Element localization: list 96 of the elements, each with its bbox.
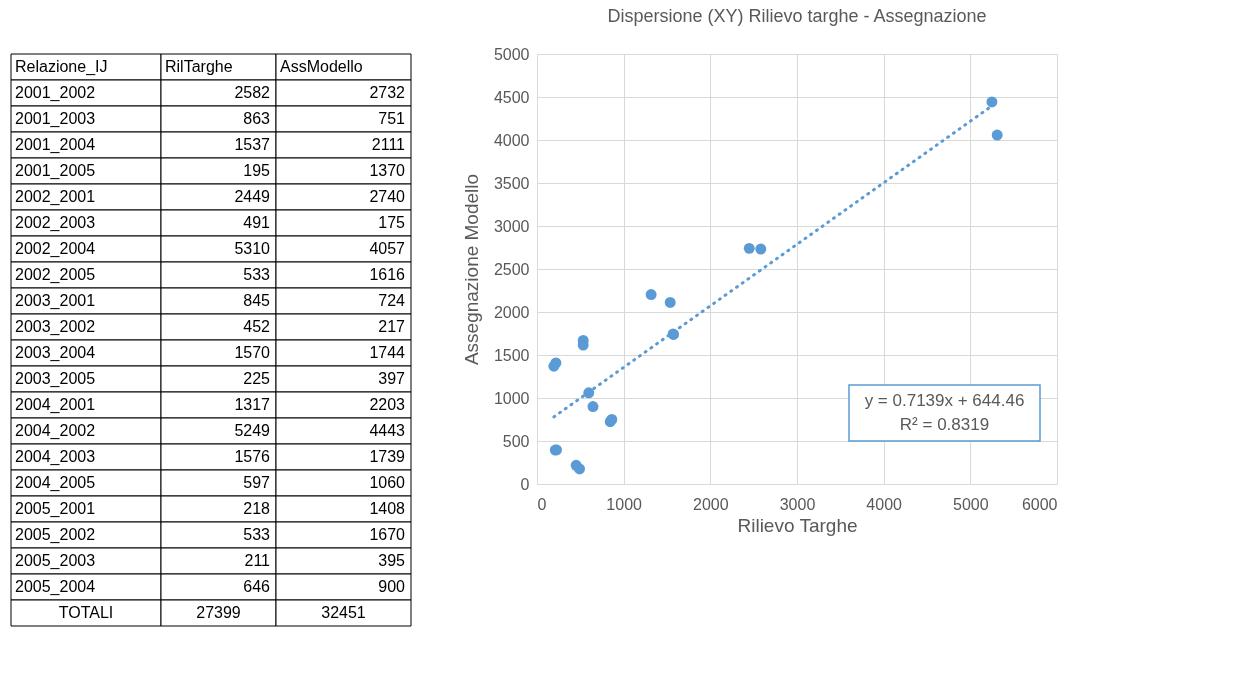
data-label: 845 xyxy=(243,292,271,309)
data-label: 1408 xyxy=(369,500,406,517)
category-label: 2004_2003 xyxy=(15,448,96,466)
x-tick-label: 2000 xyxy=(693,495,729,513)
annotation: R² = 0.8319 xyxy=(899,415,990,434)
x-tick-label: 3000 xyxy=(779,495,816,513)
y-tick-label: 2000 xyxy=(493,303,530,321)
data-label: 395 xyxy=(378,552,406,569)
category-label: 2003_2001 xyxy=(15,292,96,310)
data-label: 533 xyxy=(243,266,271,283)
text: 27399 xyxy=(196,604,241,621)
category-label: 2002_2004 xyxy=(15,240,96,258)
y-tick-label: 3000 xyxy=(493,217,530,235)
data-label: 2732 xyxy=(369,84,406,101)
data-label: 5310 xyxy=(234,240,271,257)
category-label: 2003_2005 xyxy=(15,370,96,388)
point xyxy=(991,129,1003,141)
data-label: 1060 xyxy=(369,474,406,491)
category-label: 2005_2004 xyxy=(15,578,96,596)
category-label: 2003_2004 xyxy=(15,344,96,362)
data-label: 491 xyxy=(243,214,271,231)
data-label: 2203 xyxy=(369,396,406,413)
data-label: 751 xyxy=(378,110,406,127)
y-tick-label: 4500 xyxy=(493,88,530,106)
data-label: 900 xyxy=(378,578,406,595)
y-tick-label: 2500 xyxy=(493,260,530,278)
category-label: 2002_2003 xyxy=(15,214,96,232)
data-label: 4443 xyxy=(369,422,406,439)
annotation: y = 0.7139x + 644.46 xyxy=(864,391,1025,410)
category-label: 2004_2002 xyxy=(15,422,96,440)
data-label: 5249 xyxy=(234,422,271,439)
data-label: 1370 xyxy=(369,162,406,179)
data-label: 1576 xyxy=(234,448,271,465)
y-tick-label: 0 xyxy=(520,475,530,493)
x-tick-label: 5000 xyxy=(953,495,989,513)
category-label: 2003_2002 xyxy=(15,318,96,336)
series-label: RilTarghe xyxy=(165,58,233,75)
y-tick-label: 1000 xyxy=(493,389,530,407)
point xyxy=(587,401,599,413)
series-label: AssModello xyxy=(280,58,363,75)
data-label: 2449 xyxy=(234,188,271,205)
point xyxy=(645,289,657,301)
chart-title: Dispersione (XY) Rilievo targhe - Assegnazione xyxy=(607,6,987,26)
data-label: 2740 xyxy=(369,188,406,205)
x-tick-label: 0 xyxy=(537,495,547,513)
category-label: 2002_2005 xyxy=(15,266,96,284)
data-label: 225 xyxy=(243,370,271,387)
data-label: 195 xyxy=(243,162,271,179)
y-tick-label: 1500 xyxy=(493,346,530,364)
y-tick-label: 5000 xyxy=(493,45,530,63)
data-label: 1616 xyxy=(369,266,406,283)
category-label: 2001_2003 xyxy=(15,110,96,128)
category-label: 2004_2005 xyxy=(15,474,96,492)
category-label: 2004_2001 xyxy=(15,396,96,414)
category-label: 2005_2001 xyxy=(15,500,96,518)
point xyxy=(570,459,582,471)
x-tick-label: 1000 xyxy=(606,495,643,513)
y-axis-title: Assegnazione Modello xyxy=(460,173,482,366)
data-label: 1744 xyxy=(369,344,406,361)
y-tick-label: 500 xyxy=(502,432,530,450)
data-label: 1317 xyxy=(234,396,271,413)
y-tick-label: 3500 xyxy=(493,174,530,192)
x-tick-label: 4000 xyxy=(866,495,903,513)
x-tick-label: 6000 xyxy=(1021,495,1058,513)
data-label: 646 xyxy=(243,578,271,595)
data-label: 217 xyxy=(378,318,406,335)
x-axis-title: Rilievo Targhe xyxy=(737,514,858,536)
category-label: 2001_2005 xyxy=(15,162,96,180)
category-label: 2001_2004 xyxy=(15,136,96,154)
data-label: 175 xyxy=(378,214,406,231)
data-label: 2582 xyxy=(234,84,271,101)
point xyxy=(664,296,676,308)
data-label: 397 xyxy=(378,370,406,387)
data-label: 218 xyxy=(243,500,271,517)
category-label: 2002_2001 xyxy=(15,188,96,206)
data-label: 533 xyxy=(243,526,271,543)
data-label: 724 xyxy=(378,292,406,309)
data-label: 1537 xyxy=(234,136,271,153)
data-label: 2111 xyxy=(371,136,406,153)
data-label: 863 xyxy=(243,110,271,127)
y-tick-label: 4000 xyxy=(493,131,530,149)
text: TOTALI xyxy=(58,604,114,621)
data-label: 597 xyxy=(243,474,271,491)
category-label: 2005_2002 xyxy=(15,526,96,544)
category-label: 2005_2003 xyxy=(15,552,96,570)
category-label: 2001_2002 xyxy=(15,84,96,102)
data-label: 1670 xyxy=(369,526,406,543)
data-label: 1739 xyxy=(369,448,406,465)
data-label: 1570 xyxy=(234,344,271,361)
text: Relazione_IJ xyxy=(15,58,108,76)
point xyxy=(755,243,767,255)
text: 32451 xyxy=(321,604,366,621)
point xyxy=(743,242,755,254)
data-label: 211 xyxy=(244,552,271,569)
data-label: 452 xyxy=(243,318,271,335)
data-label: 4057 xyxy=(369,240,406,257)
